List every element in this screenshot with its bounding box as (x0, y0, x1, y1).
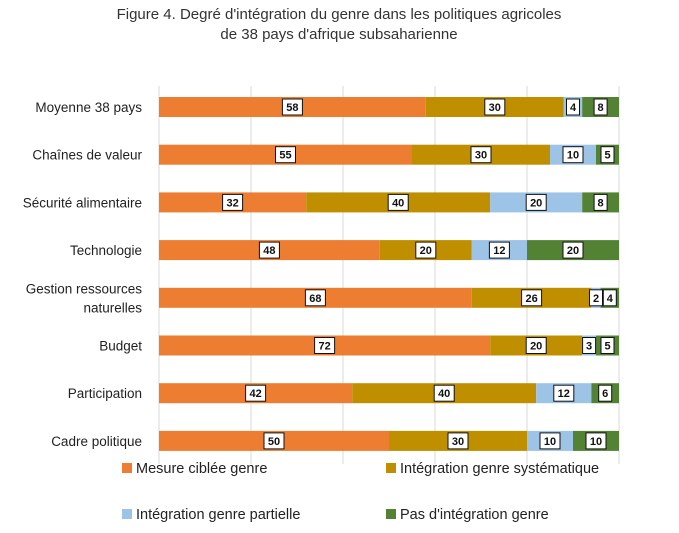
data-label: 50 (268, 436, 280, 448)
data-label: 68 (309, 293, 321, 305)
data-label: 10 (567, 150, 579, 162)
data-label: 20 (530, 341, 542, 353)
data-label-box (562, 146, 584, 164)
category-label: Technologie (70, 243, 142, 258)
data-label: 5 (604, 341, 610, 353)
chart-title-line: de 38 pays d'afrique subsaharienne (220, 26, 457, 43)
data-label: 3 (586, 341, 592, 353)
data-label: 58 (286, 102, 298, 114)
legend-label: Intégration genre systématique (400, 461, 599, 477)
data-label: 8 (598, 197, 604, 209)
data-label-box (566, 98, 580, 116)
data-label: 6 (602, 388, 608, 400)
data-label: 40 (438, 388, 450, 400)
category-label: Chaînes de valeur (32, 148, 142, 163)
data-label-box (258, 241, 280, 259)
data-label-box (585, 432, 607, 450)
data-label: 10 (590, 436, 602, 448)
data-label-box (222, 193, 244, 211)
data-label-box (415, 241, 437, 259)
legend-label: Mesure ciblée genre (136, 461, 267, 477)
data-label-box (488, 241, 510, 259)
data-label-box (470, 146, 492, 164)
data-label-box (245, 384, 267, 402)
chart-title: Figure 4. Degré d'intégration du genre d… (117, 6, 562, 43)
data-label-box (525, 337, 547, 354)
data-label: 40 (392, 197, 404, 209)
data-label-box (593, 193, 608, 211)
data-label-box (387, 193, 409, 211)
chart-title-line: Figure 4. Degré d'intégration du genre d… (117, 6, 562, 23)
data-label-box (525, 193, 547, 211)
data-label-box (263, 432, 285, 450)
data-label-box (582, 337, 597, 354)
category-label: Participation (68, 386, 142, 401)
data-label-box (600, 146, 615, 164)
data-label-box (562, 241, 584, 259)
data-label-box (553, 384, 575, 402)
data-label: 32 (226, 197, 238, 209)
data-label: 5 (604, 150, 610, 162)
data-label-box (521, 289, 543, 307)
legend-label: Pas d'intégration genre (400, 507, 549, 523)
data-label: 20 (530, 197, 542, 209)
data-label-box (484, 98, 506, 116)
category-label: Cadre politique (51, 434, 142, 449)
legend-swatch (386, 463, 396, 473)
data-label: 48 (263, 245, 275, 257)
category-labels: Moyenne 38 pays Chaînes de valeur Sécurité… (23, 100, 143, 449)
data-label-box (314, 337, 336, 354)
data-label: 12 (493, 245, 505, 257)
data-label-box (433, 384, 455, 402)
data-label-box (602, 289, 617, 307)
gridlines (158, 86, 620, 464)
data-label: 20 (567, 245, 579, 257)
data-label: 10 (544, 436, 556, 448)
legend-swatch (122, 509, 132, 519)
data-label: 72 (318, 341, 330, 353)
category-label: Budget (99, 339, 142, 354)
data-label-box (281, 98, 303, 116)
data-label: 26 (525, 293, 537, 305)
data-label: 30 (452, 436, 464, 448)
category-label: Moyenne 38 pays (35, 100, 142, 115)
legend: Mesure ciblée genre Intégration genre sys… (122, 461, 599, 523)
category-label: Gestion ressources (26, 281, 143, 296)
data-label: 8 (598, 102, 604, 114)
data-label: 42 (249, 388, 261, 400)
data-label-box (600, 337, 615, 354)
legend-swatch (122, 463, 132, 473)
data-label: 2 (593, 293, 599, 305)
legend-swatch (386, 509, 396, 519)
data-label-box (593, 98, 608, 116)
data-label-box (275, 146, 296, 164)
data-label-box (598, 384, 613, 402)
legend-label: Intégration genre partielle (136, 507, 300, 523)
data-label: 30 (489, 102, 501, 114)
data-label-box (539, 432, 561, 450)
data-label: 12 (558, 388, 570, 400)
data-label: 4 (607, 293, 614, 305)
data-label-box (589, 289, 603, 307)
data-label-box (304, 289, 326, 307)
data-label: 20 (420, 245, 432, 257)
category-label: Sécurité alimentaire (23, 195, 142, 210)
data-label: 4 (570, 102, 577, 114)
data-label-box (447, 432, 469, 450)
data-label: 30 (475, 150, 487, 162)
data-label: 55 (279, 150, 291, 162)
category-label: naturelles (83, 300, 142, 315)
